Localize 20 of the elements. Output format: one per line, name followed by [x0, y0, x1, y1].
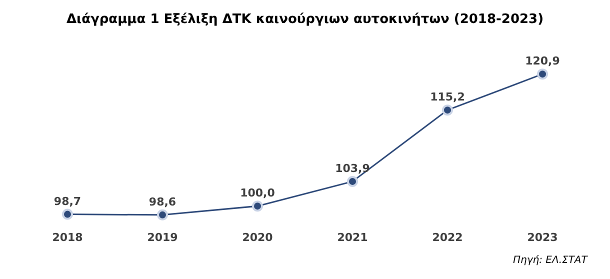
point	[347, 176, 358, 187]
x-tick-label: 2018	[52, 231, 83, 244]
point	[442, 104, 453, 116]
point	[62, 208, 73, 220]
data-label: 115,2	[430, 90, 465, 104]
x-tick-label: 2019	[147, 231, 178, 244]
data-label: 98,6	[148, 196, 176, 209]
point	[157, 209, 168, 220]
text: Πηγή: ΕΛ.ΣΤΑΤ	[513, 255, 588, 266]
x-tick-label: 2022	[432, 231, 463, 244]
point	[537, 68, 548, 80]
data-label: 103,9	[335, 162, 370, 176]
x-tick-label: 2020	[242, 231, 274, 244]
x-tick-label: 2021	[337, 231, 368, 244]
chart-title: Διάγραμμα 1 Εξέλιξη ΔΤΚ καινούργιων αυτοκινήτων (2018-2023)	[66, 12, 544, 28]
data-label: 100,0	[240, 186, 276, 200]
data-label: 98,7	[54, 194, 82, 208]
point	[252, 200, 263, 212]
data-label: 120,9	[525, 54, 560, 68]
x-tick-label: 2023	[527, 231, 558, 244]
